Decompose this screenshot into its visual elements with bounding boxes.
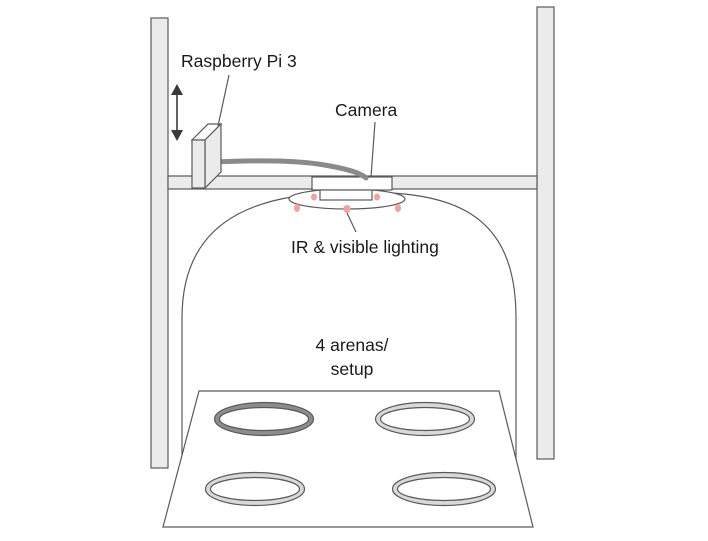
controller-label: Raspberry Pi 3 [181, 51, 297, 71]
left-post [150, 17, 169, 469]
arena-top-right [374, 401, 476, 437]
arena-platform [162, 390, 534, 528]
led [294, 204, 300, 212]
arena-bottom-left [204, 471, 306, 507]
camera-body [311, 176, 393, 191]
raspberry-pi-box [190, 122, 223, 190]
led-group [294, 193, 401, 213]
led [395, 204, 401, 212]
arenas-label-line1: 4 arenas/ [316, 335, 389, 355]
led [311, 193, 317, 201]
double-arrow-vertical-icon [171, 84, 183, 141]
camera-leader [370, 121, 376, 178]
right-post [536, 6, 555, 460]
camera-lens [319, 189, 373, 201]
arena-top-left [213, 401, 315, 437]
camera-cable [209, 158, 369, 181]
controller-leader [217, 74, 230, 127]
arena-bottom-right [391, 471, 497, 507]
lighting-label: IR & visible lighting [291, 237, 439, 257]
led [374, 193, 380, 201]
arenas-label-line2: setup [331, 359, 374, 379]
camera-label: Camera [335, 100, 398, 120]
lighting-leader [346, 212, 357, 233]
led [343, 205, 351, 213]
